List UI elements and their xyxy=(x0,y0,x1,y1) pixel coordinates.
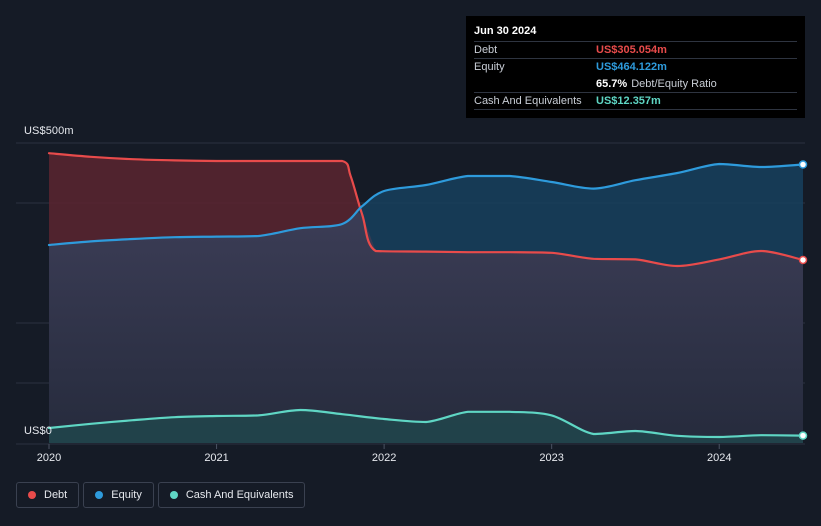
legend-item-debt[interactable]: Debt xyxy=(16,482,80,508)
line-cash xyxy=(47,408,805,439)
tooltip-ratio-value: 65.7% Debt/Equity Ratio xyxy=(596,76,717,92)
legend-label-cash: Cash And Equivalents xyxy=(185,489,294,501)
x-tick-label-2024: 2024 xyxy=(707,452,731,464)
series-areas xyxy=(49,153,803,443)
series-end-markers xyxy=(798,160,808,440)
tooltip-cash-label: Cash And Equivalents xyxy=(474,95,582,107)
x-tick-label-2021: 2021 xyxy=(204,452,228,464)
tooltip-ratio-label: Debt/Equity Ratio xyxy=(631,78,717,90)
legend-label-debt: Debt xyxy=(44,489,68,501)
marker-cash[interactable] xyxy=(798,431,808,440)
x-tick-label-2020: 2020 xyxy=(37,452,61,464)
area-overlap xyxy=(49,210,803,443)
legend-item-equity[interactable]: Equity xyxy=(83,482,154,508)
x-tick-label-2022: 2022 xyxy=(372,452,396,464)
tooltip-debt-label: Debt xyxy=(474,44,498,56)
tooltip-ratio-number: 65.7% xyxy=(596,78,628,90)
tooltip-row-equity: Equity US$464.122m xyxy=(474,59,797,76)
tooltip-row-debt: Debt US$305.054m xyxy=(474,42,797,59)
tooltip-date: Jun 30 2024 xyxy=(474,24,797,42)
y-axis-tick-bottom: US$0 xyxy=(24,425,52,437)
marker-debt[interactable] xyxy=(798,255,808,265)
chart-legend: Debt Equity Cash And Equivalents xyxy=(16,482,306,508)
tooltip-equity-value: US$464.122m xyxy=(596,61,667,73)
legend-label-equity: Equity xyxy=(111,489,142,501)
line-debt xyxy=(47,152,805,268)
tooltip-row-ratio: 65.7% Debt/Equity Ratio xyxy=(474,76,797,93)
tooltip-ratio-spacer xyxy=(474,76,596,92)
x-tick-label-2023: 2023 xyxy=(539,452,563,464)
legend-dot-debt xyxy=(28,491,36,499)
line-equity xyxy=(47,162,805,247)
tooltip-cash-value: US$12.357m xyxy=(596,95,661,107)
series-lines xyxy=(47,152,805,439)
tooltip-panel: Jun 30 2024 Debt US$305.054m Equity US$4… xyxy=(466,16,805,118)
marker-equity[interactable] xyxy=(798,160,808,169)
area-cash-top xyxy=(49,410,803,443)
legend-dot-equity xyxy=(95,491,104,499)
tooltip-equity-label: Equity xyxy=(474,61,505,73)
x-axis-ticks: 2020 2021 2022 2023 2024 xyxy=(37,444,731,464)
legend-item-cash[interactable]: Cash And Equivalents xyxy=(157,482,306,508)
tooltip-debt-value: US$305.054m xyxy=(596,44,667,56)
legend-dot-cash xyxy=(169,491,178,499)
y-axis-tick-top: US$500m xyxy=(24,125,74,137)
tooltip-row-cash: Cash And Equivalents US$12.357m xyxy=(474,93,797,110)
